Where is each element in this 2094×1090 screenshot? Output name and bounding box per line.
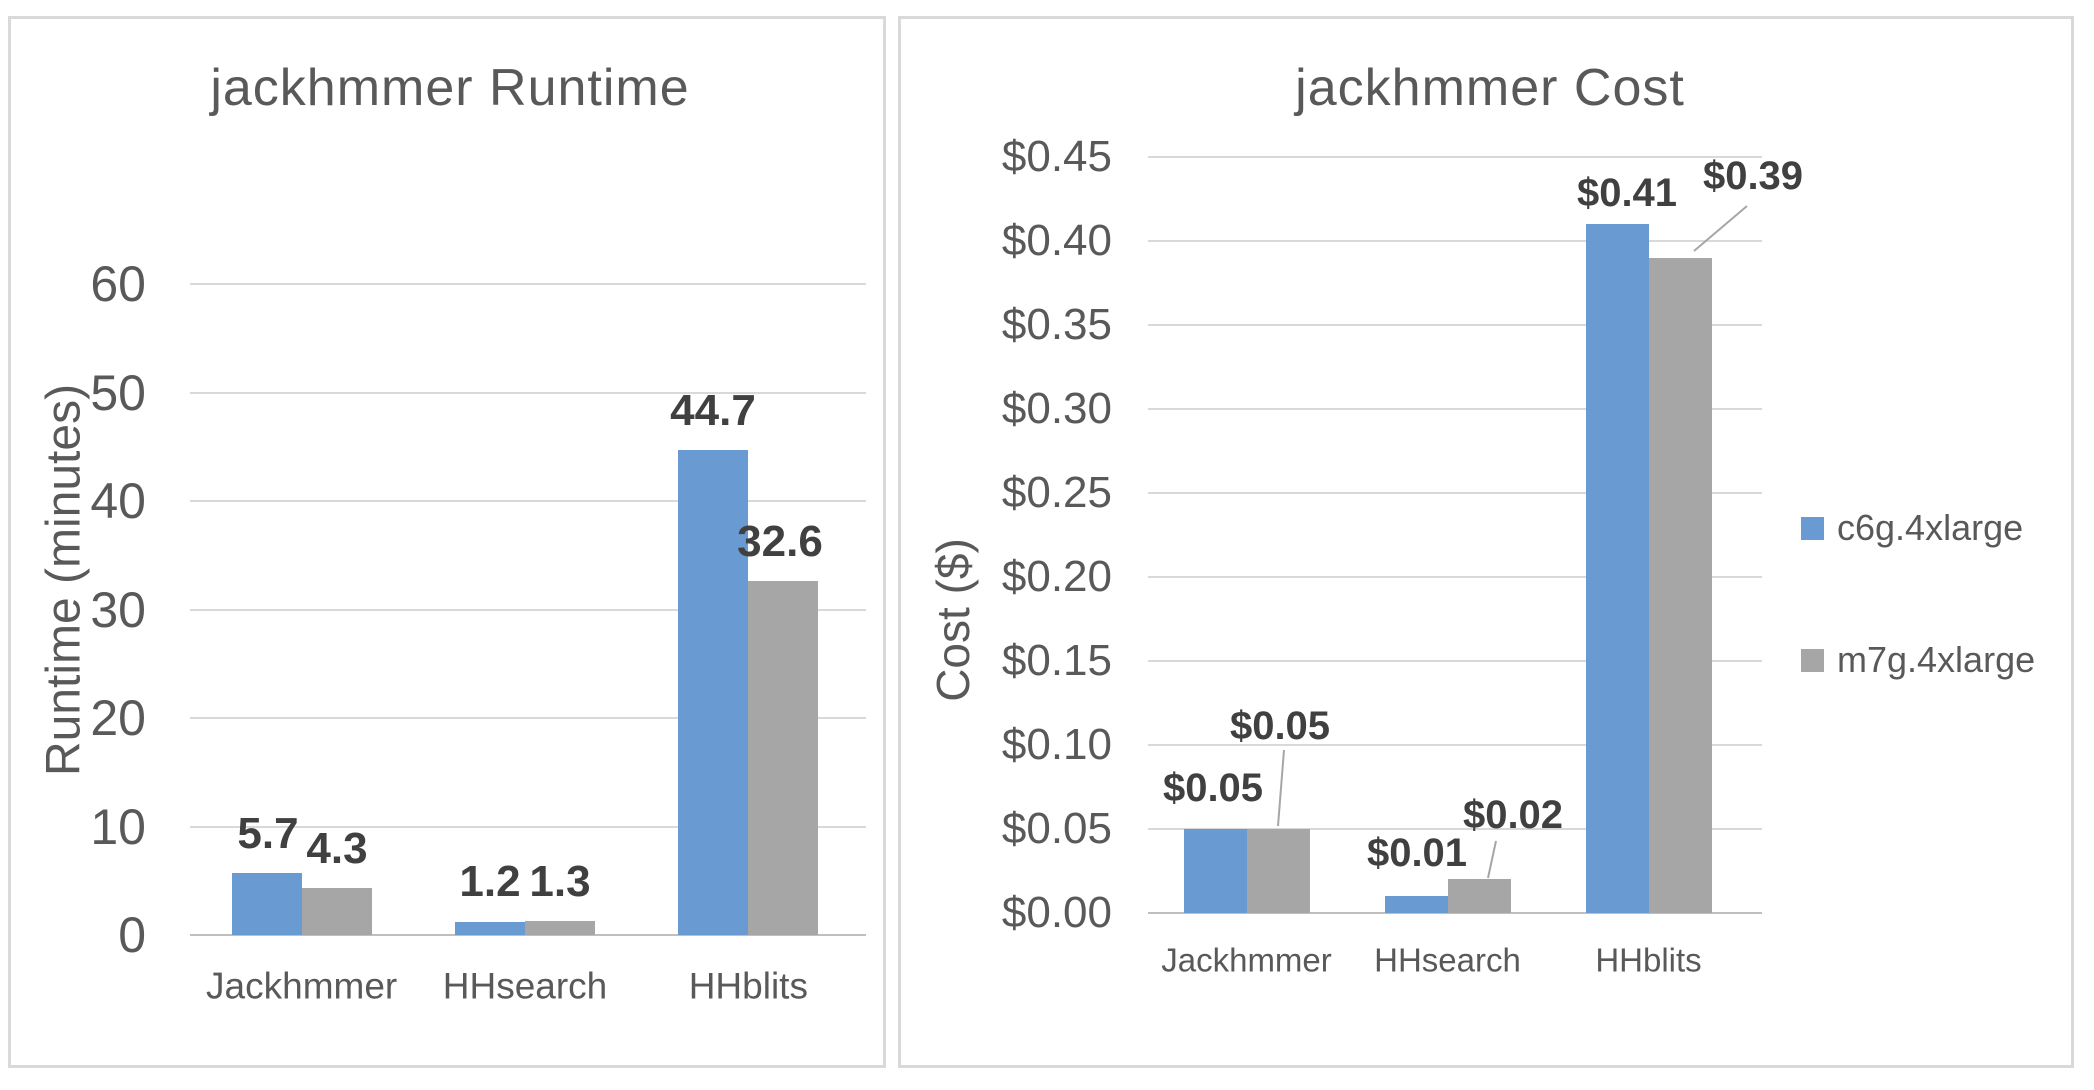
gridline-jackhmmer-runtime [190, 608, 866, 611]
y-tick-label-jackhmmer-cost: $0.25 [1001, 468, 1112, 517]
gridline-jackhmmer-cost [1148, 240, 1762, 242]
y-tick-label-jackhmmer-cost: $0.30 [1001, 384, 1112, 433]
runtime-y-axis-title: Runtime (minutes) [37, 383, 91, 777]
data-label-c6g-4xlarge-hhsearch-jackhmmer-cost: $0.01 [1366, 831, 1468, 875]
y-tick-label-jackhmmer-runtime: 60 [90, 256, 146, 312]
y-tick-label-jackhmmer-cost: $0.15 [1001, 636, 1112, 685]
x-axis-line-jackhmmer-runtime [190, 934, 866, 936]
category-label-hhsearch-jackhmmer-cost: HHsearch [1374, 941, 1521, 979]
category-label-jackhmmer-jackhmmer-cost: Jackhmmer [1161, 941, 1332, 979]
bar-c6g-4xlarge-jackhmmer-jackhmmer-runtime [231, 873, 302, 935]
gridline-jackhmmer-runtime [190, 717, 866, 719]
data-label-m7g-4xlarge-hhblits-jackhmmer-runtime: 32.6 [737, 517, 823, 566]
bar-c6g-4xlarge-hhblits-jackhmmer-cost [1585, 224, 1649, 913]
cost-chart-title: jackhmmer Cost [1295, 59, 1685, 117]
y-tick-label-jackhmmer-runtime: 30 [90, 581, 146, 638]
gridline-jackhmmer-cost [1148, 492, 1762, 494]
y-tick-label-jackhmmer-cost: $0.00 [1001, 888, 1112, 937]
gridline-jackhmmer-cost [1148, 156, 1762, 158]
y-tick-label-jackhmmer-runtime: 50 [90, 364, 146, 421]
legend-swatch-c6g-4xlarge [1801, 516, 1824, 540]
gridline-jackhmmer-cost [1148, 660, 1762, 662]
cost-y-axis-title: Cost ($) [927, 538, 979, 702]
x-axis-line-jackhmmer-cost [1148, 912, 1762, 914]
data-label-m7g-4xlarge-jackhmmer-jackhmmer-cost: $0.05 [1229, 704, 1331, 748]
y-tick-label-jackhmmer-cost: $0.45 [1001, 132, 1112, 181]
bar-m7g-4xlarge-hhblits-jackhmmer-cost [1648, 257, 1712, 913]
bar-m7g-4xlarge-hhsearch-jackhmmer-runtime [525, 920, 595, 935]
runtime-chart-title: jackhmmer Runtime [210, 59, 690, 117]
gridline-jackhmmer-runtime [190, 391, 866, 394]
category-label-hhblits-jackhmmer-cost: HHblits [1595, 941, 1702, 979]
data-label-c6g-4xlarge-jackhmmer-jackhmmer-cost: $0.05 [1162, 766, 1264, 810]
data-label-c6g-4xlarge-jackhmmer-jackhmmer-runtime: 5.7 [237, 809, 299, 858]
gridline-jackhmmer-runtime [190, 500, 866, 502]
y-tick-label-jackhmmer-cost: $0.35 [1001, 300, 1112, 349]
category-label-hhsearch-jackhmmer-runtime: HHsearch [442, 965, 608, 1007]
data-label-c6g-4xlarge-hhblits-jackhmmer-runtime: 44.7 [670, 386, 756, 435]
y-tick-label-jackhmmer-cost: $0.20 [1001, 552, 1112, 601]
y-tick-label-jackhmmer-runtime: 40 [90, 473, 146, 529]
legend-label-m7g-4xlarge: m7g.4xlarge [1837, 639, 2036, 680]
bar-c6g-4xlarge-jackhmmer-jackhmmer-cost [1183, 829, 1247, 913]
legend-swatch-m7g-4xlarge [1801, 648, 1824, 672]
data-label-m7g-4xlarge-hhsearch-jackhmmer-cost: $0.02 [1462, 793, 1564, 837]
bar-c6g-4xlarge-hhsearch-jackhmmer-cost [1384, 896, 1448, 913]
data-label-m7g-4xlarge-jackhmmer-jackhmmer-runtime: 4.3 [306, 824, 368, 873]
gridline-jackhmmer-cost [1148, 408, 1762, 410]
legend-item-m7g-4xlarge: m7g.4xlarge [1801, 638, 2035, 682]
gridline-jackhmmer-cost [1148, 744, 1762, 746]
bar-m7g-4xlarge-jackhmmer-jackhmmer-runtime [301, 888, 372, 935]
data-label-m7g-4xlarge-hhsearch-jackhmmer-runtime: 1.3 [529, 857, 591, 906]
data-label-m7g-4xlarge-hhblits-jackhmmer-cost: $0.39 [1702, 154, 1804, 198]
bar-c6g-4xlarge-hhblits-jackhmmer-runtime [678, 450, 749, 935]
legend-item-c6g-4xlarge: c6g.4xlarge [1801, 506, 2023, 550]
bar-m7g-4xlarge-jackhmmer-jackhmmer-cost [1246, 829, 1310, 913]
bar-c6g-4xlarge-hhsearch-jackhmmer-runtime [455, 921, 525, 935]
gridline-jackhmmer-cost [1148, 828, 1762, 830]
category-label-jackhmmer-jackhmmer-runtime: Jackhmmer [206, 965, 398, 1007]
data-label-c6g-4xlarge-hhblits-jackhmmer-cost: $0.41 [1576, 171, 1678, 215]
y-tick-label-jackhmmer-cost: $0.05 [1001, 804, 1112, 853]
gridline-jackhmmer-runtime [190, 283, 866, 285]
y-tick-label-jackhmmer-runtime: 10 [90, 798, 146, 855]
y-tick-label-jackhmmer-runtime: 20 [90, 690, 146, 746]
bar-m7g-4xlarge-hhblits-jackhmmer-runtime [748, 581, 819, 935]
legend-label-c6g-4xlarge: c6g.4xlarge [1837, 507, 2024, 548]
y-tick-label-jackhmmer-runtime: 0 [118, 907, 146, 963]
gridline-jackhmmer-cost [1148, 576, 1762, 578]
bar-m7g-4xlarge-hhsearch-jackhmmer-cost [1447, 879, 1511, 913]
category-label-hhblits-jackhmmer-runtime: HHblits [688, 965, 808, 1007]
gridline-jackhmmer-cost [1148, 324, 1762, 326]
y-tick-label-jackhmmer-cost: $0.40 [1001, 216, 1112, 265]
data-label-c6g-4xlarge-hhsearch-jackhmmer-runtime: 1.2 [459, 857, 521, 906]
gridline-jackhmmer-runtime [190, 825, 866, 828]
y-tick-label-jackhmmer-cost: $0.10 [1001, 720, 1112, 769]
